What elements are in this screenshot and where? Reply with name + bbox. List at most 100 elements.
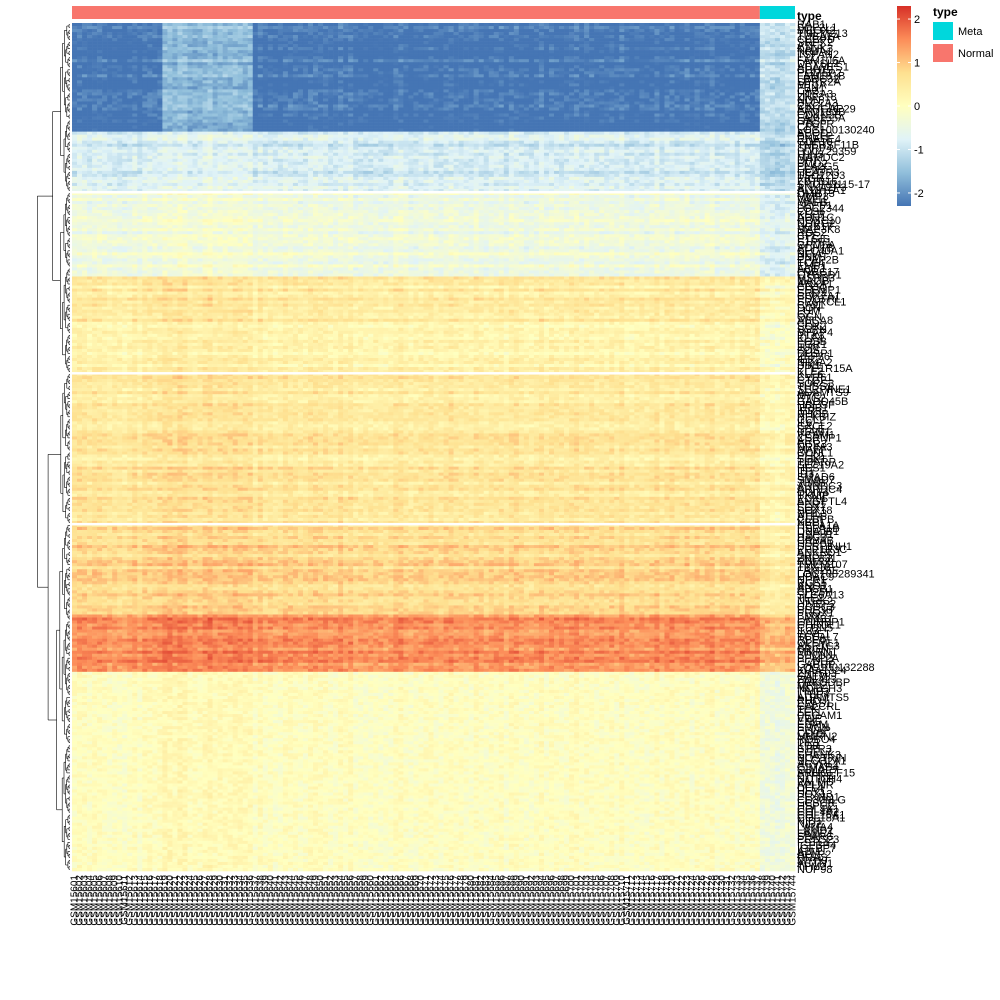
heatmap-cell [604, 77, 610, 81]
heatmap-cell [343, 89, 349, 93]
heatmap-cell [232, 77, 238, 81]
heatmap-cell [272, 62, 279, 66]
heatmap-cell [604, 59, 610, 63]
heatmap-cell [483, 53, 490, 57]
heatmap-cell [433, 77, 439, 81]
heatmap-cell [538, 71, 545, 75]
heatmap-cell [323, 77, 329, 81]
heatmap-cell [564, 101, 570, 105]
heatmap-cell [709, 59, 715, 63]
heatmap-cell [649, 98, 655, 102]
heatmap-cell [162, 53, 168, 57]
heatmap-cell [187, 92, 193, 96]
heatmap-cell [774, 101, 781, 105]
heatmap-cell [277, 32, 284, 36]
heatmap-cell [724, 53, 731, 57]
heatmap-cell [378, 32, 384, 36]
heatmap-cell [654, 44, 660, 48]
heatmap-cell [328, 50, 334, 54]
heatmap-cell [97, 119, 103, 123]
heatmap-cell [97, 77, 103, 81]
heatmap-cell [769, 74, 776, 78]
heatmap-cell [212, 56, 218, 60]
heatmap-cell [614, 92, 620, 96]
heatmap-cell [624, 65, 630, 69]
heatmap-cell [222, 89, 228, 93]
heatmap-cell [789, 98, 796, 102]
heatmap-cell [192, 107, 198, 111]
heatmap-cell [629, 23, 635, 27]
heatmap-cell [252, 110, 259, 114]
heatmap-cell [528, 104, 535, 108]
heatmap-cell [599, 86, 605, 90]
heatmap-cell [599, 44, 605, 48]
heatmap-cell [684, 74, 690, 78]
heatmap-cell [232, 26, 238, 30]
heatmap-cell [433, 74, 439, 78]
heatmap-cell [207, 116, 213, 120]
heatmap-cell [383, 92, 389, 96]
heatmap-cell [398, 53, 404, 57]
heatmap-cell [378, 59, 384, 63]
heatmap-cell [262, 77, 269, 81]
heatmap-cell [207, 119, 213, 123]
heatmap-cell [498, 29, 505, 33]
heatmap-cell [654, 98, 660, 102]
heatmap-cell [117, 116, 123, 120]
heatmap-cell [363, 107, 369, 111]
heatmap-cell [297, 107, 304, 111]
heatmap-cell [584, 122, 590, 126]
heatmap-cell [232, 29, 238, 33]
heatmap-cell [157, 92, 163, 96]
heatmap-cell [719, 98, 726, 102]
heatmap-cell [87, 23, 93, 27]
heatmap-cell [318, 101, 324, 105]
heatmap-cell [749, 89, 756, 93]
heatmap-cell [403, 23, 409, 27]
heatmap-cell [754, 26, 761, 30]
heatmap-cell [378, 80, 384, 84]
heatmap-cell [789, 47, 796, 51]
heatmap-cell [513, 47, 520, 51]
heatmap-cell [77, 74, 83, 78]
heatmap-cell [373, 104, 379, 108]
heatmap-cell [282, 41, 289, 45]
heatmap-cell [518, 113, 525, 117]
heatmap-cell [217, 110, 223, 114]
heatmap-cell [789, 29, 796, 33]
heatmap-cell [473, 89, 479, 93]
heatmap-cell [252, 56, 259, 60]
heatmap-cell [222, 62, 228, 66]
heatmap-cell [754, 44, 761, 48]
heatmap-cell [307, 68, 314, 72]
heatmap-cell [779, 53, 786, 57]
heatmap-cell [227, 110, 233, 114]
heatmap-cell [127, 47, 133, 51]
heatmap-cell [292, 92, 299, 96]
heatmap-cell [117, 80, 123, 84]
heatmap-cell [272, 23, 279, 27]
heatmap-cell [82, 89, 88, 93]
heatmap-cell [518, 35, 525, 39]
heatmap-cell [538, 107, 545, 111]
heatmap-cell [639, 86, 645, 90]
heatmap-cell [237, 35, 244, 39]
heatmap-cell [483, 62, 490, 66]
heatmap-cell [769, 80, 776, 84]
heatmap-cell [328, 107, 334, 111]
heatmap-cell [112, 44, 118, 48]
heatmap-cell [207, 125, 213, 129]
heatmap-cell [232, 107, 238, 111]
heatmap-cell [699, 101, 705, 105]
heatmap-cell [87, 101, 93, 105]
heatmap-cell [82, 104, 88, 108]
heatmap-cell [333, 59, 339, 63]
heatmap-cell [619, 89, 625, 93]
heatmap-cell [373, 41, 379, 45]
heatmap-cell [458, 32, 464, 36]
heatmap-cell [262, 92, 269, 96]
heatmap-cell [202, 86, 208, 90]
heatmap-cell [122, 92, 128, 96]
heatmap-cell [664, 122, 670, 126]
heatmap-cell [498, 86, 505, 90]
